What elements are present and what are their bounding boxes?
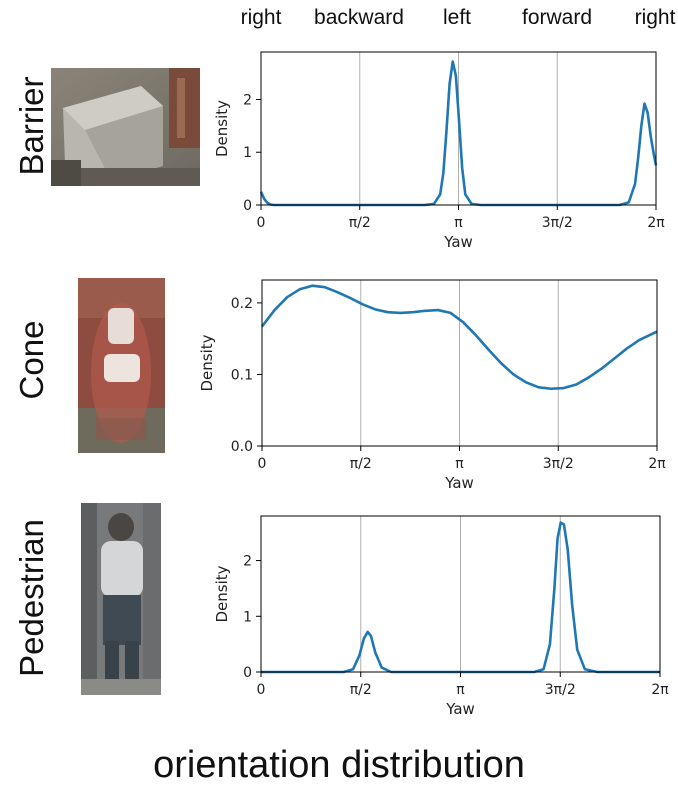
y-tick-label: 2 bbox=[243, 92, 252, 108]
x-axis-label: Yaw bbox=[443, 233, 473, 251]
barrier-chart: 0 π/2 π 3π/2 2π 0 1 2 Yaw Density bbox=[213, 51, 665, 251]
x-tick-label: π bbox=[454, 215, 463, 231]
y-tick-label: 0 bbox=[243, 665, 252, 681]
x-tick-label: 3π/2 bbox=[543, 456, 574, 472]
row-label-pedestrian: Pedestrian bbox=[13, 519, 50, 677]
y-tick-label: 2 bbox=[243, 554, 252, 570]
x-tick-label: 0 bbox=[257, 215, 266, 231]
cone-photo bbox=[78, 278, 165, 453]
direction-label-backward: backward bbox=[314, 6, 404, 29]
barrier-photo bbox=[51, 68, 200, 186]
row-label-cone: Cone bbox=[13, 320, 50, 400]
figure-caption: orientation distribution bbox=[153, 744, 525, 786]
x-tick-label: π bbox=[455, 456, 464, 472]
x-tick-label: 0 bbox=[257, 682, 266, 698]
direction-label-forward: forward bbox=[521, 6, 593, 29]
x-tick-label: 3π/2 bbox=[545, 682, 576, 698]
x-tick-label: π/2 bbox=[350, 456, 372, 472]
y-axis-label: Density bbox=[198, 334, 216, 391]
direction-label-right-start: right bbox=[240, 6, 282, 29]
direction-label-left: left bbox=[442, 6, 472, 29]
x-tick-label: 2π bbox=[648, 456, 666, 472]
y-axis-label: Density bbox=[213, 565, 231, 622]
pedestrian-chart: 0 π/2 π 3π/2 2π 0 1 2 Yaw Density bbox=[213, 515, 669, 718]
y-tick-label: 1 bbox=[243, 145, 252, 161]
x-tick-label: 3π/2 bbox=[542, 215, 573, 231]
x-tick-label: π/2 bbox=[350, 682, 372, 698]
direction-label-right-end: right bbox=[634, 6, 676, 29]
pedestrian-photo bbox=[81, 503, 161, 695]
y-tick-label: 0.2 bbox=[231, 296, 253, 312]
y-tick-label: 0.0 bbox=[231, 439, 253, 455]
x-axis-label: Yaw bbox=[444, 474, 474, 492]
x-axis-label: Yaw bbox=[445, 700, 475, 718]
x-tick-label: π/2 bbox=[349, 215, 371, 231]
row-label-barrier: Barrier bbox=[13, 76, 50, 176]
density-curve bbox=[260, 284, 658, 391]
y-tick-label: 0.1 bbox=[231, 367, 253, 383]
y-tick-label: 0 bbox=[243, 198, 252, 214]
x-tick-label: π bbox=[456, 682, 465, 698]
x-tick-label: 0 bbox=[258, 456, 267, 472]
y-axis-label: Density bbox=[213, 100, 231, 157]
density-curve bbox=[261, 521, 660, 674]
cone-chart: 0 π/2 π 3π/2 2π 0.0 0.1 0.2 Yaw Density bbox=[198, 279, 666, 492]
x-tick-label: 2π bbox=[651, 682, 669, 698]
y-tick-label: 1 bbox=[243, 609, 252, 625]
x-tick-label: 2π bbox=[647, 215, 665, 231]
